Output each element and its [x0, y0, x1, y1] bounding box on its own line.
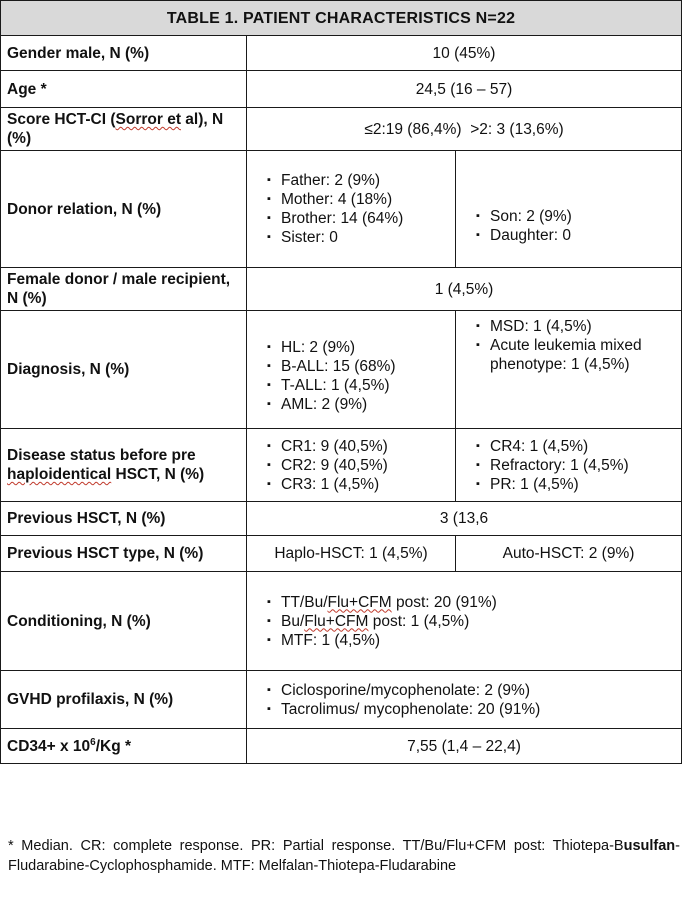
conditioning-label: Conditioning, N (%) — [0, 571, 247, 671]
age-label: Age * — [0, 70, 247, 108]
list-item: MTF: 1 (4,5%) — [267, 631, 675, 650]
list-item: Acute leukemia mixed phenotype: 1 (4,5%) — [476, 336, 675, 374]
footnote-bold-text: usulfan — [623, 838, 676, 854]
list-item: Refractory: 1 (4,5%) — [476, 456, 675, 475]
list-item: Father: 2 (9%) — [267, 171, 449, 190]
disease-status-label: Disease status before pre haploidentical… — [0, 428, 247, 502]
list-item: Ciclosporine/mycophenolate: 2 (9%) — [267, 681, 675, 700]
table-row: CD34+ x 106/Kg * 7,55 (1,4 – 22,4) — [0, 728, 683, 764]
previous-hsct-label: Previous HSCT, N (%) — [0, 501, 247, 536]
list-item: TT/Bu/Flu+CFM post: 20 (91%) — [267, 593, 675, 612]
conditioning-value: TT/Bu/Flu+CFM post: 20 (91%) Bu/Flu+CFM … — [245, 571, 683, 671]
previous-type-label: Previous HSCT type, N (%) — [0, 535, 247, 572]
gvhd-list: Ciclosporine/mycophenolate: 2 (9%) Tacro… — [253, 681, 675, 719]
table-footnote: * Median. CR: complete response. PR: Par… — [8, 836, 680, 876]
table-row: Age * 24,5 (16 – 57) — [0, 70, 683, 108]
disease-status-left-list: CR1: 9 (40,5%) CR2: 9 (40,5%) CR3: 1 (4,… — [253, 437, 449, 494]
female-donor-label: Female donor / male recipient, N (%) — [0, 267, 247, 311]
gender-value: 10 (45%) — [245, 35, 683, 71]
table-row: Diagnosis, N (%) HL: 2 (9%) B-ALL: 15 (6… — [0, 310, 683, 429]
disease-status-left: CR1: 9 (40,5%) CR2: 9 (40,5%) CR3: 1 (4,… — [246, 428, 456, 502]
previous-type-haplo: Haplo-HSCT: 1 (4,5%) — [246, 535, 456, 572]
footnote-text-end: -Fludarabine-Cyclophosphamide. MTF: Melf… — [8, 838, 680, 874]
list-item: AML: 2 (9%) — [267, 395, 449, 414]
table-row: Disease status before pre haploidentical… — [0, 428, 683, 502]
list-item: B-ALL: 15 (68%) — [267, 357, 449, 376]
diagnosis-label: Diagnosis, N (%) — [0, 310, 247, 429]
diagnosis-right: MSD: 1 (4,5%) Acute leukemia mixed pheno… — [454, 310, 683, 429]
score-label: Score HCT-CI (Sorror et al), N (%) — [0, 107, 247, 151]
donor-left: Father: 2 (9%) Mother: 4 (18%) Brother: … — [246, 150, 456, 268]
disease-status-right: CR4: 1 (4,5%) Refractory: 1 (4,5%) PR: 1… — [454, 428, 683, 502]
cd34-value: 7,55 (1,4 – 22,4) — [245, 728, 683, 764]
gvhd-label: GVHD profilaxis, N (%) — [0, 670, 247, 729]
footnote-marker: * — [8, 838, 14, 854]
gvhd-value: Ciclosporine/mycophenolate: 2 (9%) Tacro… — [245, 670, 683, 729]
list-item: CR2: 9 (40,5%) — [267, 456, 449, 475]
previous-hsct-value: 3 (13,6 — [245, 501, 683, 536]
diagnosis-left-list: HL: 2 (9%) B-ALL: 15 (68%) T-ALL: 1 (4,5… — [253, 338, 449, 414]
list-item: Bu/Flu+CFM post: 1 (4,5%) — [267, 612, 675, 631]
title-row: TABLE 1. PATIENT CHARACTERISTICS N=22 — [0, 0, 683, 36]
table-row: Female donor / male recipient, N (%) 1 (… — [0, 267, 683, 311]
score-value: ≤2:19 (86,4%) >2: 3 (13,6%) — [245, 107, 683, 151]
table-row: Gender male, N (%) 10 (45%) — [0, 35, 683, 71]
female-donor-value: 1 (4,5%) — [245, 267, 683, 311]
table-row: Score HCT-CI (Sorror et al), N (%) ≤2:19… — [0, 107, 683, 151]
donor-label: Donor relation, N (%) — [0, 150, 247, 268]
table-row: Previous HSCT type, N (%) Haplo-HSCT: 1 … — [0, 535, 683, 572]
disease-status-right-list: CR4: 1 (4,5%) Refractory: 1 (4,5%) PR: 1… — [462, 437, 675, 494]
donor-right-list: Son: 2 (9%) Daughter: 0 — [462, 207, 675, 245]
diagnosis-left: HL: 2 (9%) B-ALL: 15 (68%) T-ALL: 1 (4,5… — [246, 310, 456, 429]
list-item: CR1: 9 (40,5%) — [267, 437, 449, 456]
table-title: TABLE 1. PATIENT CHARACTERISTICS N=22 — [0, 0, 683, 36]
list-item: HL: 2 (9%) — [267, 338, 449, 357]
patient-characteristics-table: TABLE 1. PATIENT CHARACTERISTICS N=22 Ge… — [0, 0, 682, 764]
table-row: Conditioning, N (%) TT/Bu/Flu+CFM post: … — [0, 571, 683, 671]
list-item: Mother: 4 (18%) — [267, 190, 449, 209]
diagnosis-right-list: MSD: 1 (4,5%) Acute leukemia mixed pheno… — [462, 317, 675, 374]
list-item: MSD: 1 (4,5%) — [476, 317, 675, 336]
list-item: Sister: 0 — [267, 228, 449, 247]
conditioning-list: TT/Bu/Flu+CFM post: 20 (91%) Bu/Flu+CFM … — [253, 593, 675, 650]
cd34-label: CD34+ x 106/Kg * — [0, 728, 247, 764]
donor-left-list: Father: 2 (9%) Mother: 4 (18%) Brother: … — [253, 171, 449, 247]
table-row: GVHD profilaxis, N (%) Ciclosporine/myco… — [0, 670, 683, 729]
list-item: CR4: 1 (4,5%) — [476, 437, 675, 456]
previous-type-auto: Auto-HSCT: 2 (9%) — [454, 535, 683, 572]
age-value: 24,5 (16 – 57) — [245, 70, 683, 108]
footnote-text: Median. CR: complete response. PR: Parti… — [13, 838, 624, 854]
list-item: T-ALL: 1 (4,5%) — [267, 376, 449, 395]
table-row: Previous HSCT, N (%) 3 (13,6 — [0, 501, 683, 536]
table-row: Donor relation, N (%) Father: 2 (9%) Mot… — [0, 150, 683, 268]
list-item: Brother: 14 (64%) — [267, 209, 449, 228]
list-item: CR3: 1 (4,5%) — [267, 475, 449, 494]
gender-label: Gender male, N (%) — [0, 35, 247, 71]
list-item: PR: 1 (4,5%) — [476, 475, 675, 494]
list-item: Son: 2 (9%) — [476, 207, 675, 226]
list-item: Tacrolimus/ mycophenolate: 20 (91%) — [267, 700, 675, 719]
list-item: Daughter: 0 — [476, 226, 675, 245]
donor-right: Son: 2 (9%) Daughter: 0 — [454, 150, 683, 268]
